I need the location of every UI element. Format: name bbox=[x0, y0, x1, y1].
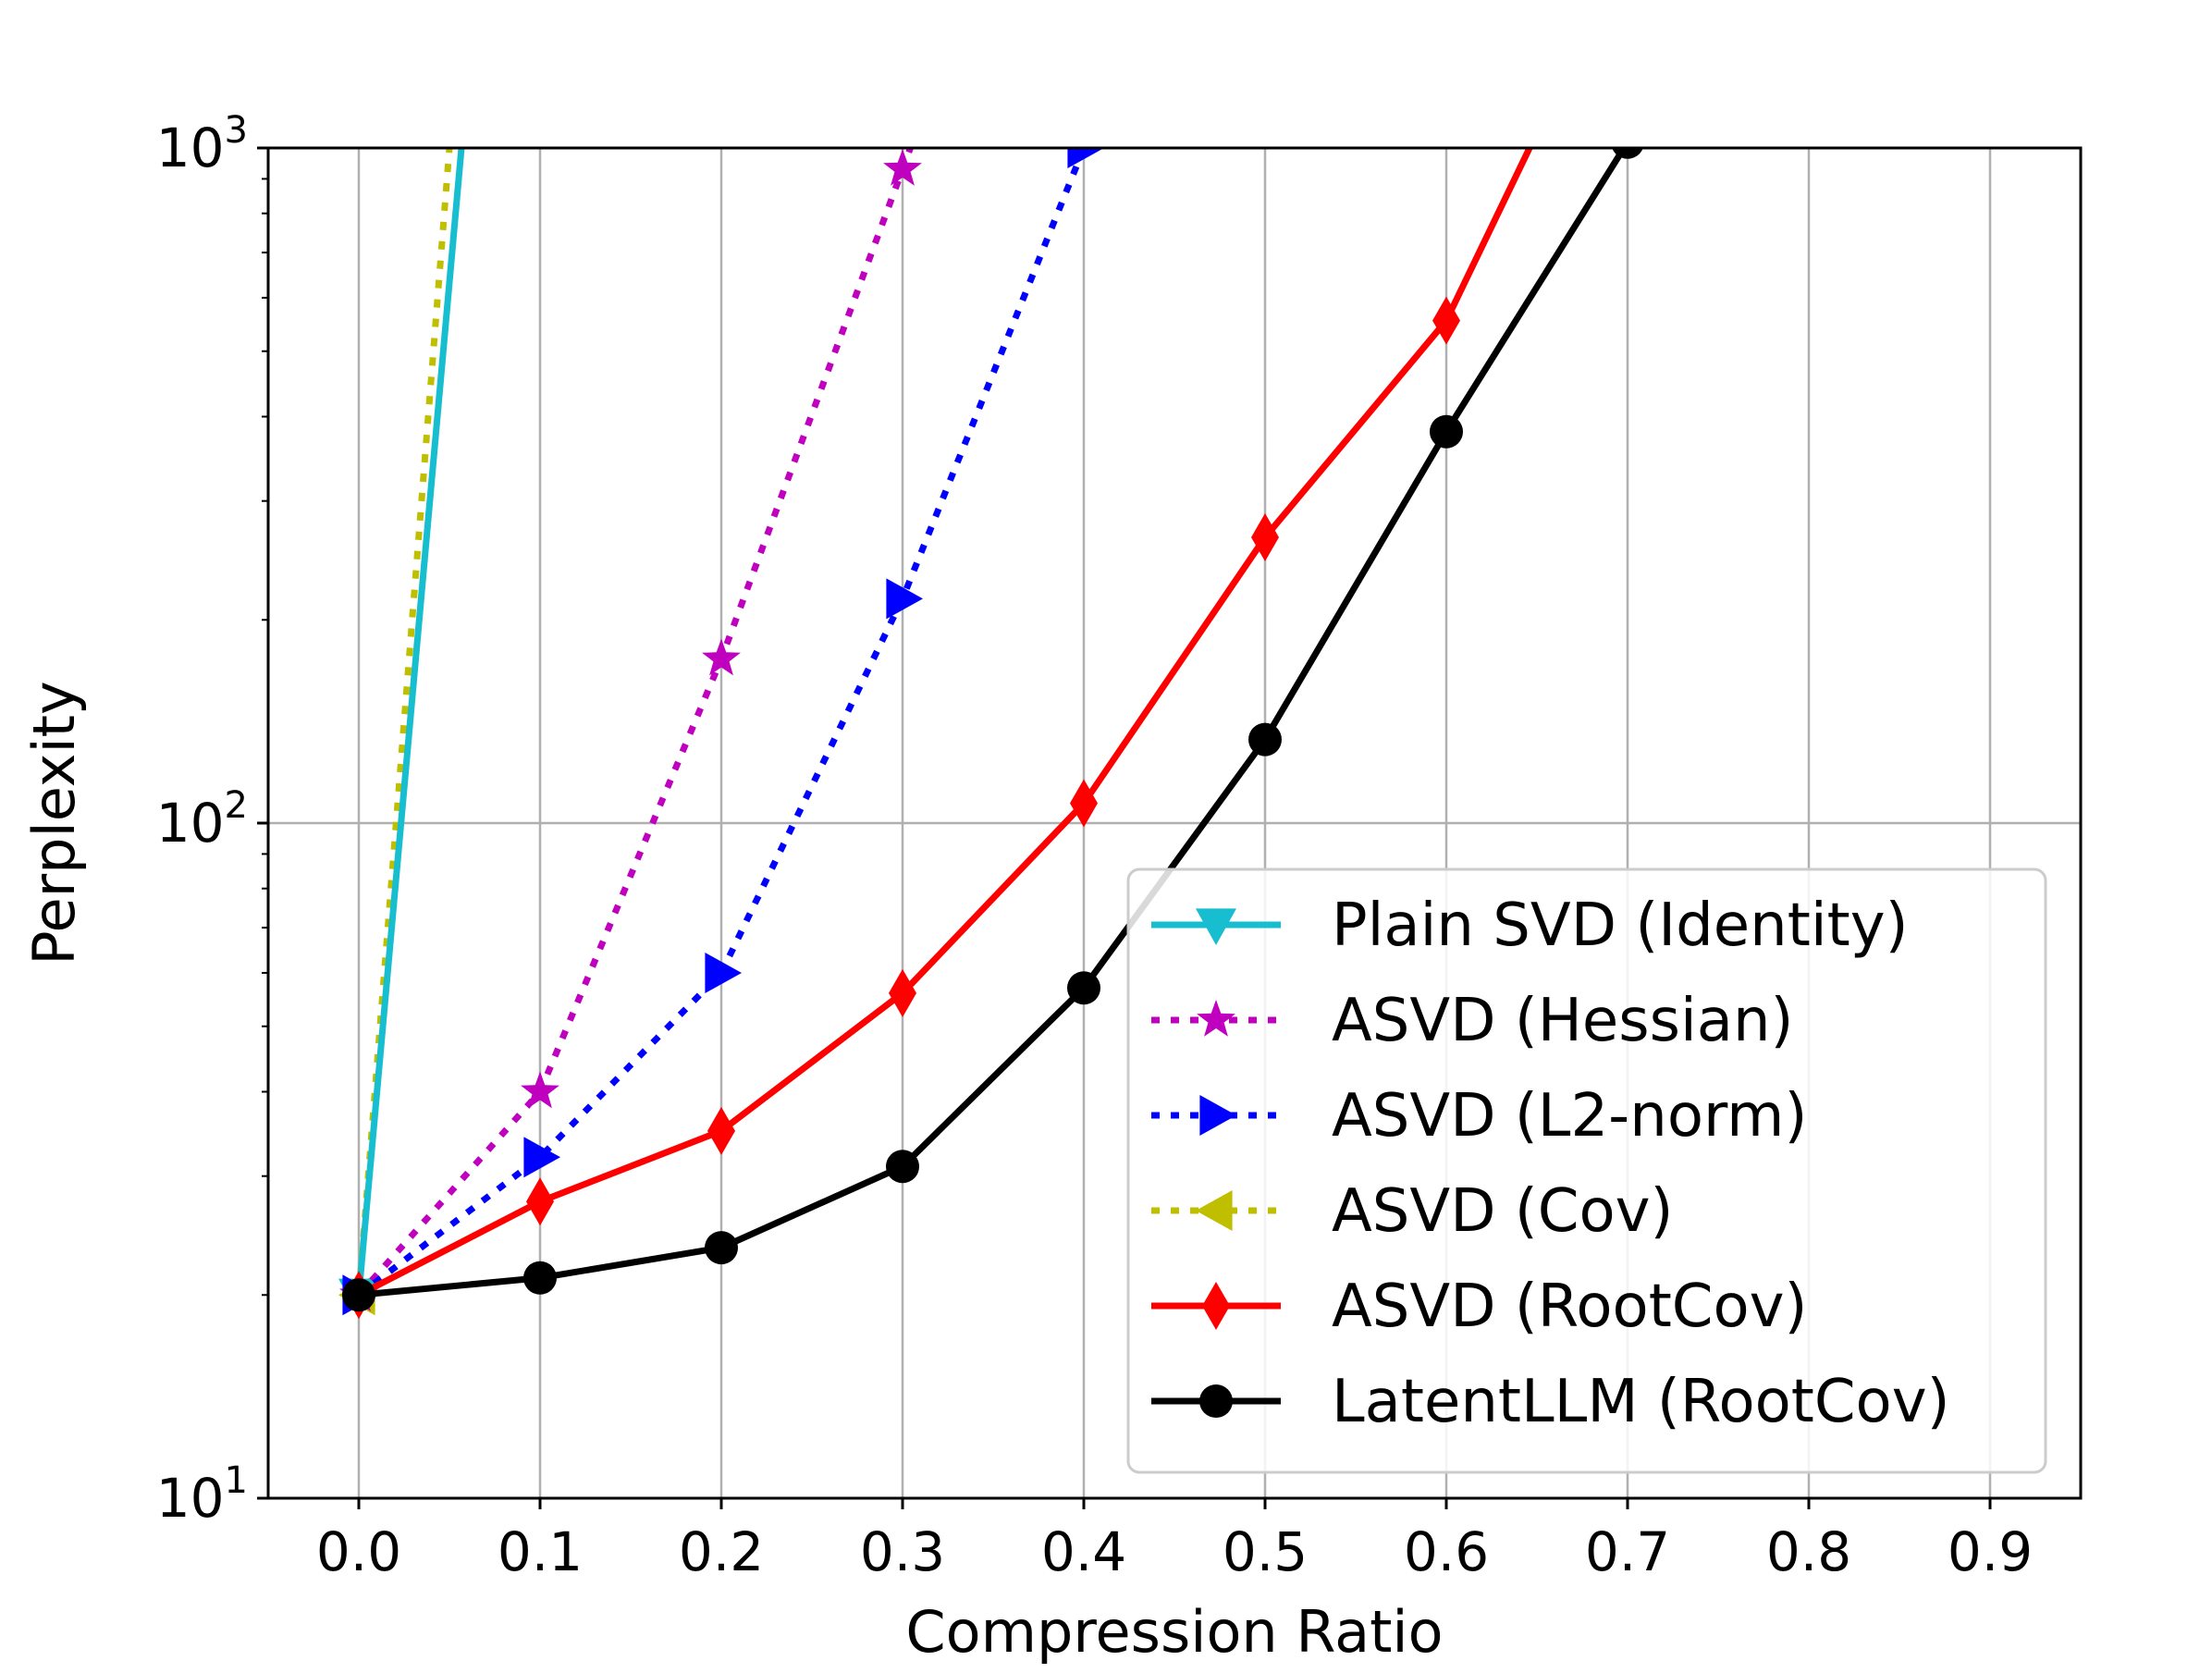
data-point bbox=[1067, 148, 1104, 168]
x-tick-label: 0.8 bbox=[1766, 1520, 1851, 1583]
series-line bbox=[355, 148, 453, 1296]
legend-label: ASVD (Hessian) bbox=[1332, 987, 1794, 1055]
series-3 bbox=[338, 148, 453, 1316]
series-line bbox=[357, 148, 1533, 1298]
x-tick-label: 0.3 bbox=[860, 1520, 945, 1583]
x-axis-label: Compression Ratio bbox=[905, 1598, 1443, 1666]
legend-marker bbox=[1196, 1190, 1233, 1231]
series-1 bbox=[339, 148, 922, 1312]
legend-marker bbox=[1199, 1384, 1233, 1418]
series-5 bbox=[342, 148, 1643, 1312]
x-tick-label: 0.4 bbox=[1041, 1520, 1126, 1583]
x-tick-label: 0.0 bbox=[316, 1520, 401, 1583]
data-point bbox=[521, 1071, 559, 1109]
series-layer bbox=[338, 148, 1643, 1320]
data-point bbox=[707, 1106, 735, 1155]
legend-label: ASVD (L2-norm) bbox=[1332, 1082, 1807, 1150]
data-point bbox=[342, 1278, 375, 1312]
y-axis-label: Perplexity bbox=[20, 681, 88, 965]
legend-entry: LatentLLM (RootCov) bbox=[1151, 1368, 1950, 1436]
series-0 bbox=[338, 148, 465, 1316]
legend-entry: ASVD (Cov) bbox=[1151, 1177, 1673, 1246]
legend-marker bbox=[1202, 1282, 1230, 1330]
data-point bbox=[889, 968, 916, 1017]
series-2 bbox=[342, 148, 1104, 1316]
x-tick-label: 0.9 bbox=[1948, 1520, 2033, 1583]
y-tick-label: 102 bbox=[156, 784, 248, 855]
x-tick-label: 0.7 bbox=[1585, 1520, 1670, 1583]
legend: Plain SVD (Identity) ASVD (Hessian) ASVD (… bbox=[1126, 867, 2047, 1474]
data-point bbox=[1070, 779, 1098, 828]
data-point bbox=[886, 1150, 919, 1184]
legend-label: LatentLLM (RootCov) bbox=[1332, 1368, 1950, 1436]
x-tick-label: 0.2 bbox=[679, 1520, 764, 1583]
data-point bbox=[1612, 148, 1643, 159]
legend-entry: Plain SVD (Identity) bbox=[1151, 892, 1909, 960]
x-tick-label: 0.6 bbox=[1404, 1520, 1489, 1583]
data-point bbox=[1251, 513, 1279, 562]
data-point bbox=[705, 952, 742, 993]
legend-entry: ASVD (Hessian) bbox=[1151, 987, 1794, 1055]
y-tick-label: 103 bbox=[156, 109, 248, 179]
data-point bbox=[1248, 722, 1282, 757]
data-point bbox=[883, 149, 922, 186]
data-point bbox=[1432, 296, 1460, 345]
data-point bbox=[523, 1137, 560, 1178]
data-point bbox=[886, 578, 923, 620]
x-tick-label: 0.1 bbox=[498, 1520, 583, 1583]
data-point bbox=[705, 1231, 738, 1265]
legend-entry: ASVD (RootCov) bbox=[1151, 1273, 1807, 1341]
legend-label: ASVD (Cov) bbox=[1332, 1177, 1673, 1246]
data-point bbox=[702, 638, 741, 676]
data-point bbox=[1067, 971, 1100, 1005]
legend-label: Plain SVD (Identity) bbox=[1332, 892, 1909, 960]
data-point bbox=[523, 1261, 557, 1295]
legend-box bbox=[1126, 867, 2047, 1474]
axis-ticks: 0.0 0.1 0.2 0.3 0.4 0.5 0.6 0.7 0.8 0.9 101 102 103 bbox=[156, 109, 2033, 1583]
legend-entry: ASVD (L2-norm) bbox=[1151, 1082, 1807, 1150]
series-line bbox=[355, 148, 465, 1296]
x-tick-label: 0.5 bbox=[1223, 1520, 1308, 1583]
legend-marker bbox=[1197, 1000, 1235, 1037]
legend-label: ASVD (RootCov) bbox=[1332, 1273, 1807, 1341]
data-point bbox=[1430, 414, 1463, 449]
y-tick-label: 101 bbox=[156, 1459, 248, 1530]
legend-marker bbox=[1196, 908, 1236, 945]
legend-marker bbox=[1199, 1095, 1236, 1136]
data-point bbox=[526, 1177, 554, 1226]
